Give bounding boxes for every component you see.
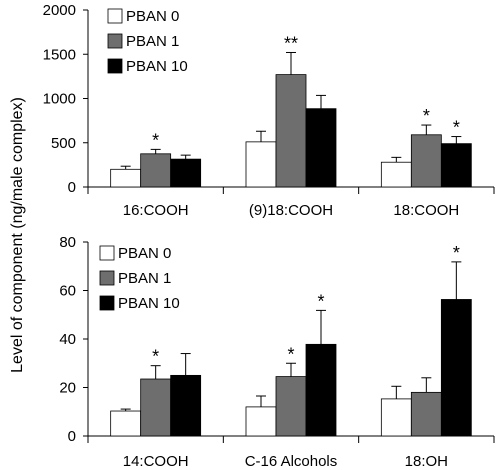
legend-label: PBAN 1 [118,270,171,287]
bar [305,343,337,437]
category-label: 18:OH [405,453,448,470]
legend-swatch [107,58,123,74]
category-label: C-16 Alcohols [245,453,338,470]
bar [305,108,337,188]
y-tick-label: 40 [59,331,76,348]
legend-label: PBAN 10 [126,58,188,75]
significance-marker: * [287,344,294,364]
legend-swatch [99,295,115,311]
y-tick-label: 1000 [43,91,76,108]
bar [275,74,307,188]
significance-marker: * [317,291,324,311]
bar [380,398,412,437]
legend-label: PBAN 0 [118,245,171,262]
significance-marker: * [453,243,460,263]
bar [245,141,277,188]
bar [170,374,202,437]
bar [275,376,307,437]
category-label: (9)18:COOH [249,202,333,219]
category-label: 14:COOH [123,453,189,470]
significance-marker: * [423,106,430,126]
bar [110,410,142,437]
chart-panel-top: 0 500 1000 1500 2000 16:COOH (9)18:COOH 18:COOH… [43,2,495,219]
bar [410,391,442,437]
y-tick-label: 0 [68,428,76,445]
y-axis-label: Level of component (ng/male complex) [9,97,26,373]
bar [110,168,142,188]
significance-marker: ** [284,33,298,53]
bar [440,299,472,437]
y-tick-label: 80 [59,234,76,251]
bar [245,406,277,437]
bar [140,378,172,437]
category-label: 16:COOH [123,202,189,219]
y-tick-label: 20 [59,380,76,397]
bar [170,158,202,188]
y-tick-label: 0 [68,179,76,196]
legend-swatch [107,8,123,24]
legend-swatch [99,245,115,261]
significance-marker: * [453,118,460,138]
y-tick-label: 60 [59,283,76,300]
significance-marker: * [152,130,159,150]
bar [140,153,172,188]
legend-label: PBAN 1 [126,33,179,50]
legend-label: PBAN 10 [118,295,180,312]
y-tick-label: 2000 [43,2,76,19]
bar [410,134,442,188]
legend-swatch [99,270,115,286]
y-tick-label: 500 [51,135,76,152]
legend-swatch [107,33,123,49]
bar [440,143,472,188]
bar [380,161,412,188]
chart-panel-bottom: 0 20 40 60 80 14:COOH C-16 Alcohols 18:OH * * * * PB… [59,234,495,470]
category-label: 18:COOH [393,202,459,219]
significance-marker: * [152,347,159,367]
legend-label: PBAN 0 [126,8,179,25]
y-tick-label: 1500 [43,46,76,63]
